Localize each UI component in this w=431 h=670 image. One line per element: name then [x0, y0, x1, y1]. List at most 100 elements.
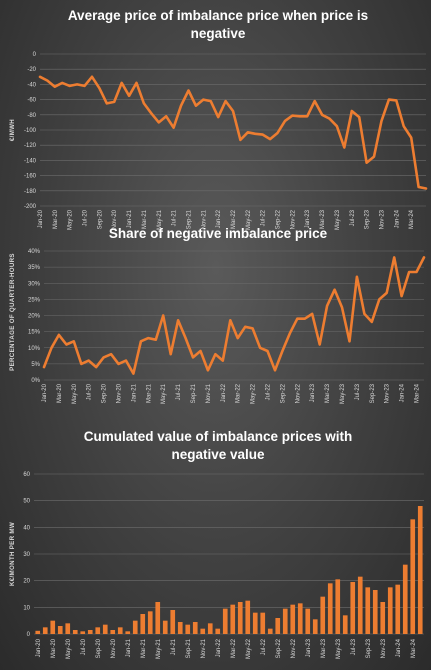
- x-tick-label: May-20: [72, 383, 78, 404]
- x-tick-label: Jul-20: [87, 383, 93, 400]
- chart-cumulated-negative-value: Cumulated value of imbalance prices with…: [9, 429, 424, 659]
- bar: [80, 631, 86, 634]
- x-tick-label: Jan-21: [127, 209, 133, 228]
- x-tick-label: Sep-21: [186, 638, 192, 658]
- x-tick-label: Mar-21: [146, 383, 152, 403]
- bar: [117, 627, 123, 634]
- bar: [320, 596, 326, 634]
- y-tick-label: 40: [23, 525, 30, 531]
- x-tick-label: Nov-20: [112, 209, 118, 229]
- x-tick-label: Mar-23: [325, 383, 331, 403]
- x-tick-label: Mar-22: [236, 383, 242, 403]
- bar: [305, 608, 311, 634]
- bar: [275, 618, 281, 634]
- x-tick-label: Jan-24: [396, 638, 402, 657]
- bar: [170, 610, 176, 634]
- x-tick-label: Jan-23: [306, 638, 312, 657]
- bar: [245, 600, 251, 634]
- x-tick-label: Jul-20: [81, 638, 87, 655]
- bar: [252, 612, 258, 634]
- x-tick-label: Sep-20: [102, 383, 108, 403]
- y-tick-label: -120: [24, 143, 37, 149]
- x-tick-label: Jan-23: [305, 209, 311, 228]
- bar: [35, 630, 41, 634]
- y-tick-label: 60: [23, 472, 30, 478]
- bar: [372, 590, 378, 634]
- bar: [177, 622, 183, 634]
- x-tick-label: Jul-23: [351, 638, 357, 655]
- y-tick-label: 5%: [31, 362, 40, 368]
- bar: [267, 628, 273, 634]
- bar: [380, 602, 386, 634]
- y-tick-label: 15%: [28, 330, 41, 336]
- bar: [87, 630, 93, 634]
- x-tick-label: Jan-20: [42, 383, 48, 402]
- bar: [365, 587, 371, 634]
- x-tick-label: Nov-23: [385, 383, 391, 403]
- x-tick-label: Jan-22: [221, 383, 227, 402]
- x-tick-label: Jan-23: [310, 383, 316, 402]
- bar: [237, 602, 243, 634]
- y-tick-label: -40: [27, 82, 36, 88]
- x-tick-label: Jan-20: [36, 638, 42, 657]
- x-tick-label: May-21: [161, 383, 167, 404]
- bar: [42, 627, 48, 634]
- bar: [417, 506, 423, 634]
- x-tick-label: Sep-22: [280, 383, 286, 403]
- x-tick-label: Mar-21: [141, 638, 147, 658]
- x-tick-label: Nov-21: [201, 638, 207, 658]
- y-tick-label: 0%: [31, 378, 40, 384]
- bar: [222, 608, 228, 634]
- bar: [215, 628, 221, 634]
- bar: [95, 627, 101, 634]
- x-tick-label: Mar-21: [142, 209, 148, 229]
- x-tick-label: Jul-22: [261, 638, 267, 655]
- bar: [395, 584, 401, 634]
- chart1-title-line2: negative: [191, 26, 246, 41]
- x-tick-label: May-21: [156, 638, 162, 659]
- chart1-series: [38, 75, 428, 190]
- bar: [147, 611, 153, 634]
- x-tick-label: Nov-23: [381, 638, 387, 658]
- bar: [282, 608, 288, 634]
- chart-average-negative-price: Average price of imbalance price when pr…: [9, 8, 428, 230]
- bar: [140, 614, 146, 634]
- x-tick-label: Mar-24: [411, 638, 417, 658]
- x-tick-label: Jul-22: [261, 209, 267, 226]
- bar: [65, 623, 71, 634]
- bar: [50, 620, 56, 634]
- y-tick-label: -80: [27, 113, 36, 119]
- bar: [357, 576, 363, 634]
- chart2-y-axis-label: PERCENTAGE OF QUARTER-HOURS: [9, 253, 16, 371]
- chart1-gridlines: [40, 53, 426, 207]
- x-tick-label: Jul-21: [172, 209, 178, 226]
- x-tick-label: Jan-21: [126, 638, 132, 657]
- bar: [402, 564, 408, 634]
- x-tick-label: Mar-20: [51, 638, 57, 658]
- bar: [297, 603, 303, 634]
- x-tick-label: Nov-23: [379, 209, 385, 229]
- y-tick-label: -200: [24, 204, 37, 210]
- x-tick-label: Jan-22: [216, 638, 222, 657]
- chart3-title-line2: negative value: [171, 447, 265, 462]
- x-tick-label: Jan-20: [38, 209, 44, 228]
- bar: [312, 619, 318, 634]
- y-tick-label: -100: [24, 128, 37, 134]
- bar: [110, 630, 116, 634]
- chart3-y-axis-label: K€/MONTH PER MW: [9, 522, 16, 586]
- x-tick-label: May-20: [68, 209, 74, 230]
- x-tick-label: Mar-22: [231, 638, 237, 658]
- chart2-series: [42, 256, 426, 375]
- bar: [162, 620, 168, 634]
- bar: [132, 620, 138, 634]
- chart3-title-line1: Cumulated value of imbalance prices with: [84, 429, 353, 444]
- chart2-y-ticks: 0% 5% 10% 15% 20% 25% 30% 35% 40%: [28, 249, 41, 384]
- bar: [230, 604, 236, 634]
- x-tick-label: Sep-23: [365, 209, 371, 229]
- x-tick-label: Sep-21: [191, 383, 197, 403]
- bar: [155, 602, 161, 634]
- bar: [207, 623, 213, 634]
- bar: [290, 604, 296, 634]
- x-tick-label: Nov-22: [291, 638, 297, 658]
- x-tick-label: Sep-22: [276, 209, 282, 229]
